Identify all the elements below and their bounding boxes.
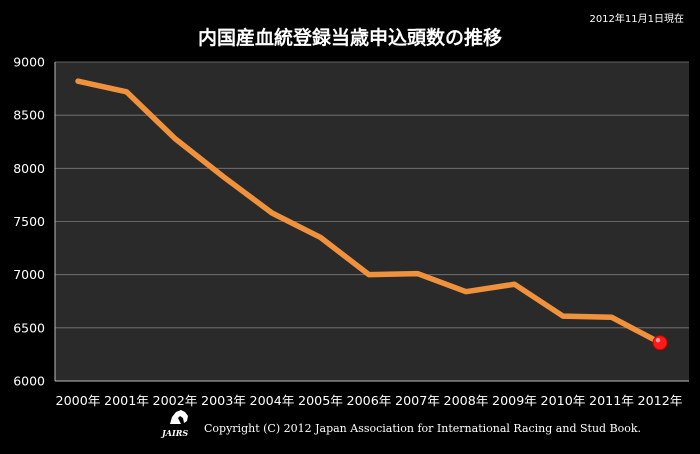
data-point bbox=[271, 212, 273, 214]
jairs-logo: JAIRS bbox=[160, 410, 188, 438]
y-tick-label: 7500 bbox=[13, 214, 45, 229]
x-tick-label: 2012年 bbox=[638, 394, 683, 408]
data-point bbox=[174, 138, 176, 140]
series-layer bbox=[75, 78, 668, 351]
data-point bbox=[126, 91, 127, 93]
x-tick-label: 2006年 bbox=[347, 394, 392, 408]
copyright-text: Copyright (C) 2012 Japan Association for… bbox=[204, 422, 641, 435]
date-note: 2012年11月1日現在 bbox=[589, 12, 684, 25]
data-point bbox=[77, 80, 79, 82]
x-tick-label: 2002年 bbox=[153, 394, 198, 408]
x-tick-label: 2008年 bbox=[444, 394, 489, 408]
y-tick-label: 8500 bbox=[13, 108, 45, 123]
x-tick-label: 2010年 bbox=[541, 394, 586, 408]
data-point bbox=[368, 274, 370, 276]
chart-title: 内国産血統登録当歳申込頭数の推移 bbox=[198, 26, 502, 49]
x-tick-label: 2005年 bbox=[298, 394, 343, 408]
x-tick-label: 2004年 bbox=[250, 394, 295, 408]
logo-text: JAIRS bbox=[160, 428, 188, 438]
y-tick-label: 6000 bbox=[13, 374, 45, 389]
x-tick-label: 2011年 bbox=[589, 394, 634, 408]
data-point bbox=[223, 176, 224, 178]
data-point bbox=[320, 236, 321, 238]
x-tick-label: 2007年 bbox=[395, 394, 440, 408]
x-tick-label: 2009年 bbox=[492, 394, 537, 408]
horse-logo-icon bbox=[170, 410, 188, 424]
x-tick-label: 2000年 bbox=[56, 394, 101, 408]
data-point bbox=[562, 315, 564, 317]
marker-highlight bbox=[655, 338, 661, 343]
data-point bbox=[514, 283, 515, 285]
data-point bbox=[417, 273, 418, 275]
data-point bbox=[611, 316, 612, 318]
y-tick-label: 7000 bbox=[13, 267, 45, 282]
last-point-marker bbox=[652, 335, 668, 351]
x-tick-label: 2003年 bbox=[201, 394, 246, 408]
y-tick-label: 6500 bbox=[13, 320, 45, 335]
y-tick-label: 8000 bbox=[13, 161, 45, 176]
y-tick-label: 9000 bbox=[13, 55, 45, 70]
data-point bbox=[465, 291, 467, 293]
y-axis-ticks: 6000 6500 7000 7500 8000 8500 9000 bbox=[13, 55, 45, 389]
x-axis-ticks: 2000年 2001年 2002年 2003年 2004年 2005年 2006年 2007年… bbox=[56, 394, 683, 408]
x-tick-label: 2001年 bbox=[104, 394, 149, 408]
